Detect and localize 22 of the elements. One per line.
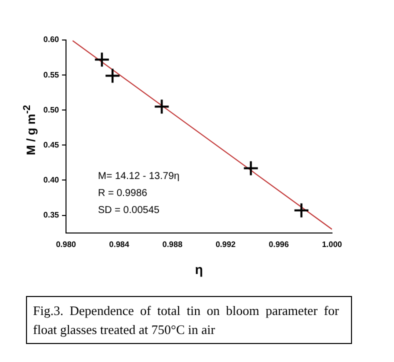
x-tick-label: 1.000: [322, 240, 343, 249]
y-tick-label: 0.60: [43, 35, 60, 44]
point: [242, 160, 259, 176]
point: [293, 202, 310, 218]
caption: Fig.3. Dependence of total tin on bloom parameter for float glasses treated at 750°C in air: [26, 296, 352, 344]
y-tick-label: 0.50: [43, 105, 60, 114]
annotation: R = 0.9986: [98, 188, 148, 199]
x-axis-title: η: [195, 262, 204, 277]
point: [154, 98, 170, 115]
y-tick-label: 0.35: [43, 210, 60, 220]
x-tick-label: 0.980: [56, 240, 77, 249]
y-tick-label: 0.45: [43, 140, 60, 150]
y-tick-label: 0.55: [43, 70, 60, 80]
annotation: SD = 0.00545: [98, 204, 160, 216]
x-tick-label: 0.992: [216, 240, 236, 249]
x-tick-label: 0.996: [268, 240, 290, 249]
point: [94, 52, 110, 68]
y-tick-label: 0.40: [43, 175, 60, 184]
x-tick-label: 0.984: [109, 240, 130, 249]
point: [104, 68, 121, 84]
annotation: M= 14.12 - 13.79η: [98, 170, 180, 182]
x-tick-label: 0.988: [162, 240, 183, 249]
